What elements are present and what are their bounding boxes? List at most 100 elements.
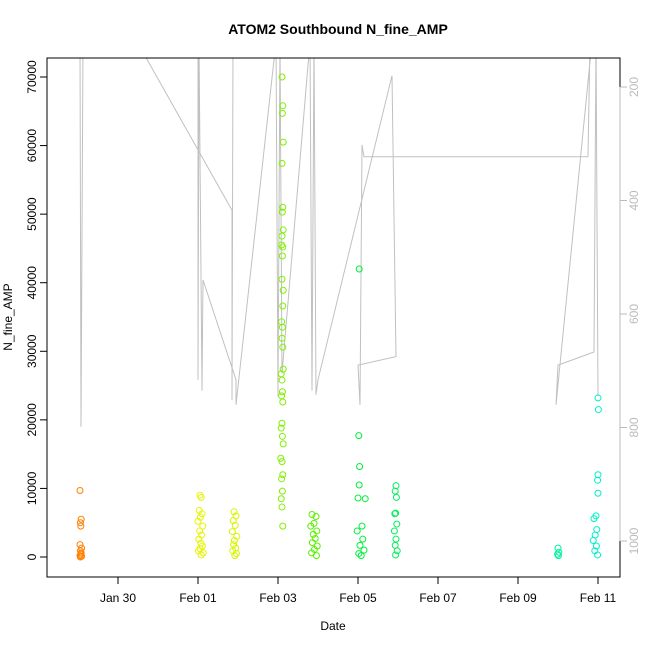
point (279, 471, 287, 479)
point (278, 323, 286, 331)
point (278, 475, 286, 483)
point (278, 376, 286, 384)
point (278, 73, 286, 81)
point (360, 546, 368, 554)
x-tick-label: Feb 05 (339, 591, 377, 605)
y-tick-label: 20000 (25, 403, 39, 437)
point (355, 481, 363, 489)
y-tick-label: 10000 (25, 471, 39, 505)
point (76, 486, 84, 494)
point (307, 522, 315, 530)
point (594, 489, 602, 497)
point (228, 528, 236, 536)
point (279, 102, 287, 110)
point (278, 487, 286, 495)
point (198, 510, 206, 518)
y-tick-label: 70000 (25, 60, 39, 94)
point (356, 541, 364, 549)
point (279, 243, 287, 251)
point (312, 552, 320, 560)
point (77, 522, 85, 530)
point (279, 522, 287, 530)
x-axis-label: Date (320, 619, 346, 633)
x-tick-label: Feb 03 (259, 591, 297, 605)
point (230, 537, 238, 545)
x-tick-label: Feb 01 (179, 591, 217, 605)
y-tick-label: 0 (25, 553, 39, 560)
point (230, 508, 238, 516)
point (279, 398, 287, 406)
point (231, 521, 239, 529)
point (356, 462, 364, 470)
point (309, 530, 317, 538)
y2-tick-label: 800 (627, 417, 641, 437)
point (590, 515, 598, 523)
point (196, 527, 204, 535)
point (76, 519, 84, 527)
y-tick-label: 40000 (25, 266, 39, 300)
point (361, 495, 369, 503)
x-tick-label: Feb 09 (499, 591, 537, 605)
y2-tick-label: 200 (627, 77, 641, 97)
point (393, 547, 401, 555)
point (594, 394, 602, 402)
point (589, 537, 597, 545)
point (278, 458, 286, 466)
point (278, 208, 286, 216)
point (279, 302, 287, 310)
point (278, 432, 286, 440)
point (195, 535, 203, 543)
point (308, 510, 316, 518)
chart-title: ATOM2 Southbound N_fine_AMP (228, 21, 448, 37)
point (76, 553, 84, 561)
point (358, 522, 366, 530)
point (277, 495, 285, 503)
point (278, 232, 286, 240)
x-tick-label: Feb 11 (580, 591, 617, 605)
point (391, 510, 399, 518)
point (354, 494, 362, 502)
point (278, 334, 286, 342)
point (392, 551, 400, 559)
point (594, 551, 602, 559)
point (199, 549, 207, 557)
point (278, 159, 286, 167)
y-tick-label: 30000 (25, 334, 39, 368)
point (308, 539, 316, 547)
point (554, 552, 562, 560)
point (278, 109, 286, 117)
point (197, 493, 205, 501)
point (357, 552, 365, 560)
point (392, 509, 400, 517)
y-tick-label: 60000 (25, 129, 39, 163)
point (199, 522, 207, 530)
point (393, 520, 401, 528)
point (279, 286, 287, 294)
x-tick-label: Jan 30 (100, 591, 136, 605)
y-axis-label: N_fine_AMP (1, 283, 15, 350)
point (278, 388, 286, 396)
point (231, 552, 239, 560)
point (390, 527, 398, 535)
point (592, 542, 600, 550)
point (277, 454, 285, 462)
point (278, 252, 286, 260)
point (355, 432, 363, 440)
point (353, 527, 361, 535)
point (194, 517, 202, 525)
point (279, 343, 287, 351)
point (77, 515, 85, 523)
point (554, 550, 562, 558)
point (312, 513, 320, 521)
plot-area (76, 58, 602, 561)
point (197, 551, 205, 559)
point (359, 535, 367, 543)
point (279, 203, 287, 211)
y2-tick-label: 1000 (627, 527, 641, 554)
point (594, 476, 602, 484)
y2-tick-label: 400 (627, 190, 641, 210)
y-tick-label: 50000 (25, 197, 39, 231)
point (355, 265, 363, 273)
